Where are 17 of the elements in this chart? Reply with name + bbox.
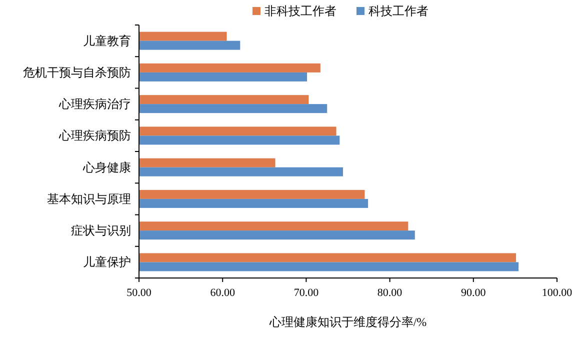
x-axis-title: 心理健康知识于维度得分率/% (268, 315, 427, 329)
y-tick-label: 症状与识别 (71, 224, 131, 238)
y-tick-label: 心理疾病治疗 (58, 97, 131, 112)
y-tick-label: 儿童教育 (83, 34, 131, 48)
y-tick-label: 危机干预与自杀预防 (23, 65, 131, 80)
x-tick-label: 90.00 (461, 287, 486, 299)
y-tick-label: 基本知识与原理 (47, 192, 131, 206)
x-tick-label: 50.00 (126, 287, 152, 299)
x-tick-label: 60.00 (210, 287, 236, 299)
y-tick-label: 儿童保护 (83, 255, 131, 270)
legend-label: 非科技工作者 (264, 4, 336, 18)
x-tick-label: 80.00 (377, 287, 403, 299)
y-tick-label: 心理疾病预防 (58, 128, 131, 143)
legend-label: 科技工作者 (368, 4, 428, 18)
x-tick-label: 70.00 (294, 287, 320, 299)
y-tick-label: 心身健康 (82, 160, 131, 174)
x-tick-label: 100.00 (542, 287, 573, 299)
